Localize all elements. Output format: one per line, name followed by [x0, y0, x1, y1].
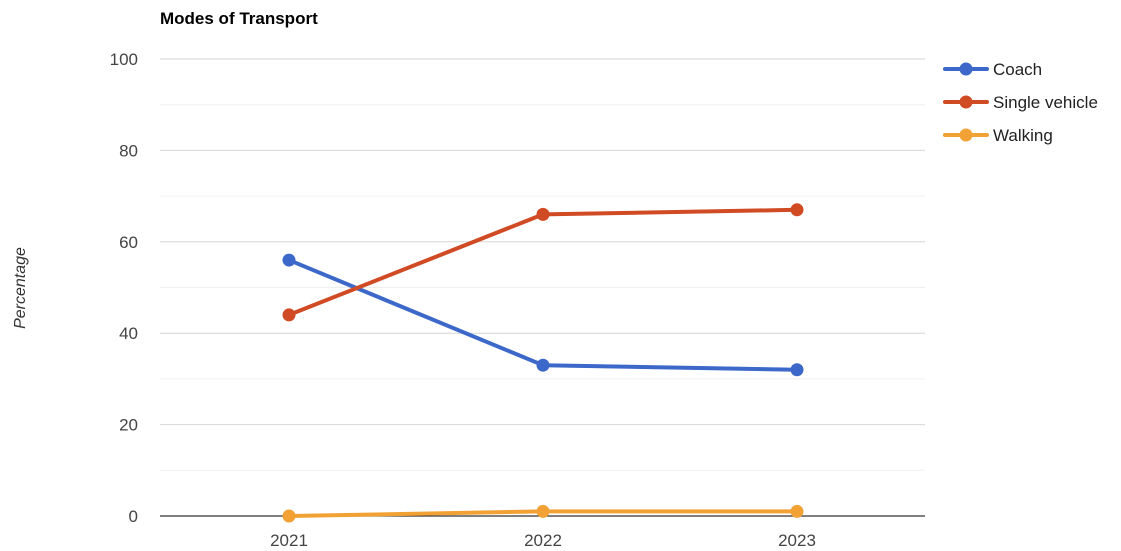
x-axis-ticks: 2021 2022 2023	[270, 531, 816, 550]
legend-label: Walking	[993, 126, 1053, 145]
data-point-coach	[536, 358, 550, 372]
data-point-coach	[790, 363, 804, 377]
series-line-coach	[287, 258, 799, 372]
data-point-walking	[536, 504, 550, 518]
y-tick-label: 20	[119, 416, 138, 435]
legend-swatch-marker	[959, 95, 973, 109]
x-tick-label: 2022	[524, 531, 562, 550]
y-tick-label: 60	[119, 233, 138, 252]
y-tick-label: 100	[110, 50, 138, 69]
legend-swatch-marker	[959, 128, 973, 142]
y-axis-title: Percentage	[12, 247, 29, 329]
legend-item-single-vehicle: Single vehicle	[943, 93, 1098, 112]
legend-swatch-marker	[959, 62, 973, 76]
chart-title: Modes of Transport	[160, 9, 318, 28]
data-point-single-vehicle	[790, 203, 804, 217]
x-tick-label: 2023	[778, 531, 816, 550]
y-tick-label: 40	[119, 324, 138, 343]
series-line-single-vehicle	[287, 207, 799, 317]
x-tick-label: 2021	[270, 531, 308, 550]
gridlines	[160, 58, 925, 471]
data-point-walking	[282, 509, 296, 523]
series-points	[282, 203, 804, 523]
legend-label: Coach	[993, 60, 1042, 79]
legend: Coach Single vehicle Walking	[943, 60, 1098, 145]
legend-item-coach: Coach	[943, 60, 1042, 79]
data-point-coach	[282, 253, 296, 267]
data-point-walking	[790, 504, 804, 518]
data-point-single-vehicle	[536, 207, 550, 221]
y-tick-label: 0	[129, 507, 138, 526]
y-axis-ticks: 0 20 40 60 80 100	[110, 50, 138, 526]
data-point-single-vehicle	[282, 308, 296, 322]
legend-label: Single vehicle	[993, 93, 1098, 112]
y-tick-label: 80	[119, 141, 138, 160]
legend-item-walking: Walking	[943, 126, 1053, 145]
